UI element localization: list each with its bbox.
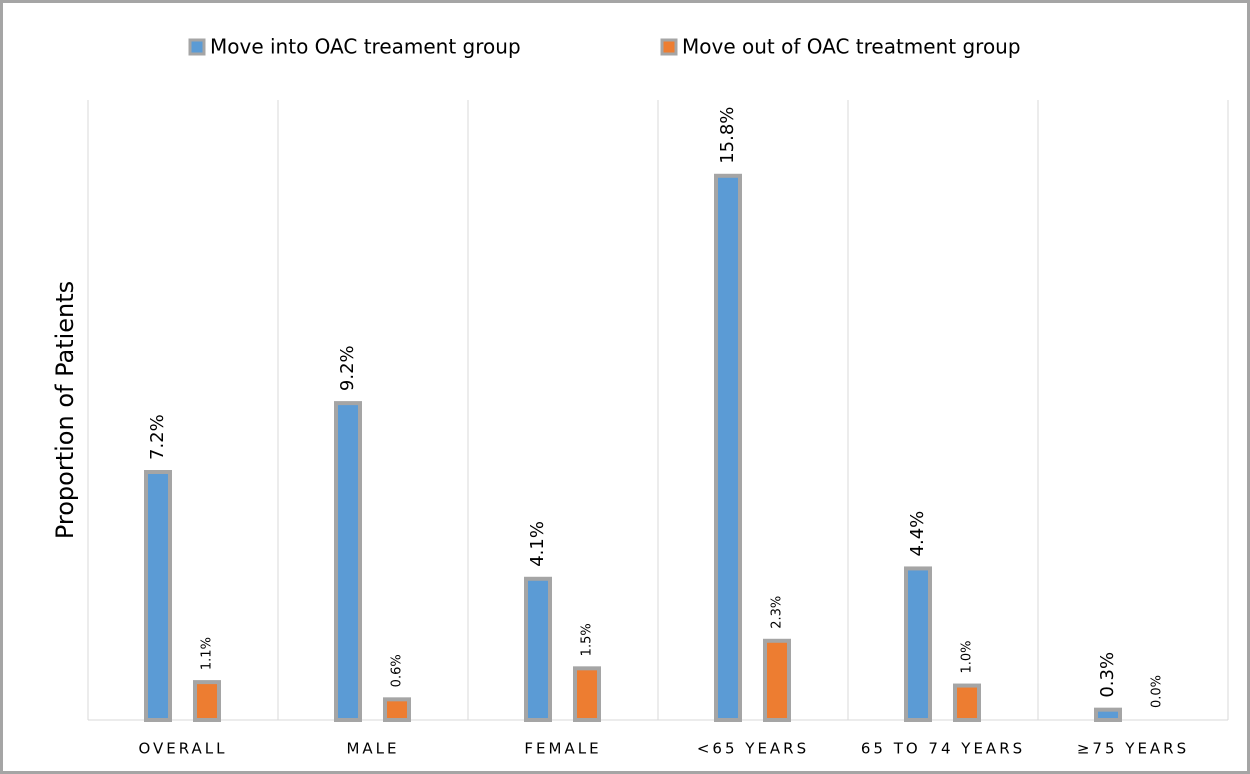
legend-swatch (660, 38, 678, 56)
data-label: 0.3% (1097, 652, 1118, 698)
x-tick-label: FEMALE (524, 740, 601, 758)
x-tick-label: OVERALL (138, 740, 227, 758)
data-label: 4.1% (527, 521, 548, 567)
data-label: 7.2% (147, 414, 168, 460)
bar (904, 566, 932, 723)
data-label: 0.6% (390, 654, 405, 687)
data-label: 9.2% (337, 345, 358, 391)
data-label: 1.5% (580, 623, 595, 656)
legend-swatch (188, 38, 206, 56)
data-label: 1.1% (200, 637, 215, 670)
x-tick-label: MALE (346, 740, 399, 758)
bar (334, 401, 362, 722)
bar (953, 683, 981, 722)
x-tick-label: <65 YEARS (697, 740, 809, 758)
data-label: 4.4% (907, 511, 928, 557)
bar (763, 638, 791, 722)
y-axis-label: Proportion of Patients (51, 281, 79, 539)
x-tick-label: 65 TO 74 YEARS (861, 740, 1025, 758)
bar (193, 680, 221, 722)
bar (524, 576, 552, 722)
bar (714, 173, 742, 722)
data-label: 2.3% (770, 596, 785, 629)
data-label: 0.0% (1150, 675, 1165, 708)
legend-label: Move into OAC treament group (210, 35, 521, 59)
bar (144, 470, 172, 722)
x-tick-label: ≥75 YEARS (1077, 740, 1189, 758)
bar (573, 666, 601, 722)
data-label: 1.0% (960, 641, 975, 674)
bar (383, 697, 411, 722)
bar (1094, 707, 1122, 723)
legend-label: Move out of OAC treatment group (682, 35, 1021, 59)
data-label: 15.8% (717, 107, 738, 164)
